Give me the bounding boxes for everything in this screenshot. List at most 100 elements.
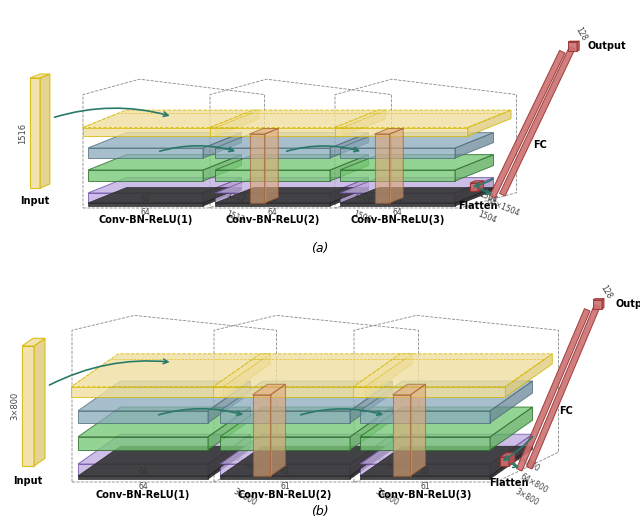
Text: 1504: 1504 (477, 189, 499, 205)
Polygon shape (88, 193, 203, 203)
Polygon shape (203, 155, 241, 181)
Polygon shape (264, 128, 278, 203)
Polygon shape (213, 354, 412, 387)
Polygon shape (360, 381, 532, 411)
Text: Output: Output (588, 41, 627, 51)
Text: 64×1504: 64×1504 (485, 197, 522, 219)
Polygon shape (72, 354, 270, 387)
Polygon shape (335, 110, 511, 127)
Text: (a): (a) (311, 242, 329, 255)
Polygon shape (88, 155, 241, 170)
Text: 64: 64 (392, 195, 403, 204)
Text: 61: 61 (280, 482, 290, 491)
Polygon shape (30, 74, 50, 78)
Polygon shape (223, 354, 270, 397)
Polygon shape (593, 300, 602, 309)
Text: 1508: 1508 (351, 210, 372, 226)
Text: 64: 64 (268, 195, 277, 204)
Polygon shape (215, 178, 369, 193)
Polygon shape (350, 407, 392, 450)
Polygon shape (78, 464, 208, 476)
Polygon shape (455, 133, 493, 158)
Polygon shape (210, 110, 386, 127)
Polygon shape (340, 178, 493, 193)
Polygon shape (220, 464, 350, 476)
Text: 64: 64 (141, 195, 150, 204)
Polygon shape (340, 155, 493, 170)
Text: (b): (b) (311, 505, 329, 518)
Text: 3×800: 3×800 (515, 453, 541, 473)
Text: Conv-BN-ReLU(1): Conv-BN-ReLU(1) (99, 215, 193, 225)
Text: 1512: 1512 (224, 210, 245, 225)
Polygon shape (83, 127, 216, 136)
Text: 128: 128 (573, 25, 588, 42)
Polygon shape (40, 74, 50, 188)
Polygon shape (330, 133, 369, 158)
Polygon shape (208, 407, 250, 450)
Text: 61: 61 (280, 467, 290, 476)
Polygon shape (220, 476, 350, 479)
Text: Conv-BN-ReLU(3): Conv-BN-ReLU(3) (378, 490, 472, 500)
Polygon shape (468, 110, 511, 136)
Polygon shape (335, 127, 468, 136)
Polygon shape (340, 188, 493, 203)
Polygon shape (392, 395, 410, 476)
Polygon shape (410, 385, 426, 476)
Polygon shape (215, 170, 330, 181)
Polygon shape (34, 338, 45, 466)
Polygon shape (213, 387, 365, 397)
Polygon shape (78, 381, 250, 411)
Polygon shape (78, 437, 208, 450)
Polygon shape (593, 299, 604, 300)
Polygon shape (353, 354, 552, 387)
Polygon shape (360, 407, 532, 437)
Text: Flatten: Flatten (489, 478, 529, 488)
Polygon shape (220, 446, 392, 476)
Polygon shape (220, 434, 392, 464)
Polygon shape (360, 476, 490, 479)
Polygon shape (350, 446, 392, 479)
Polygon shape (568, 41, 579, 42)
Polygon shape (602, 299, 604, 309)
Polygon shape (88, 170, 203, 181)
Text: Conv-BN-ReLU(2): Conv-BN-ReLU(2) (238, 490, 332, 500)
Polygon shape (203, 133, 241, 158)
Polygon shape (203, 188, 241, 206)
Polygon shape (490, 434, 532, 476)
Polygon shape (516, 309, 590, 471)
Polygon shape (374, 128, 403, 134)
Polygon shape (215, 203, 330, 206)
Polygon shape (360, 434, 532, 464)
Polygon shape (78, 446, 250, 476)
Text: Input: Input (13, 476, 43, 486)
Polygon shape (88, 178, 241, 193)
Polygon shape (216, 110, 259, 136)
Polygon shape (88, 148, 203, 158)
Text: 3×800: 3×800 (232, 453, 259, 473)
Polygon shape (350, 434, 392, 476)
Polygon shape (215, 188, 369, 203)
Text: 64: 64 (138, 467, 148, 476)
Text: 64×800: 64×800 (518, 472, 549, 495)
Polygon shape (215, 193, 330, 203)
Polygon shape (340, 203, 455, 206)
Polygon shape (220, 381, 392, 411)
Polygon shape (490, 446, 532, 479)
Polygon shape (22, 346, 34, 466)
Polygon shape (455, 188, 493, 206)
Polygon shape (490, 50, 565, 198)
Polygon shape (360, 446, 532, 476)
Polygon shape (360, 437, 490, 450)
Text: FC: FC (559, 406, 573, 416)
Polygon shape (30, 78, 40, 188)
Polygon shape (455, 155, 493, 181)
Polygon shape (360, 411, 490, 423)
Polygon shape (506, 354, 552, 397)
Polygon shape (360, 464, 490, 476)
Polygon shape (527, 305, 600, 469)
Text: 3×800: 3×800 (10, 392, 19, 420)
Polygon shape (392, 385, 426, 395)
Polygon shape (220, 437, 350, 450)
Text: 1508: 1508 (352, 189, 374, 205)
Polygon shape (340, 170, 455, 181)
